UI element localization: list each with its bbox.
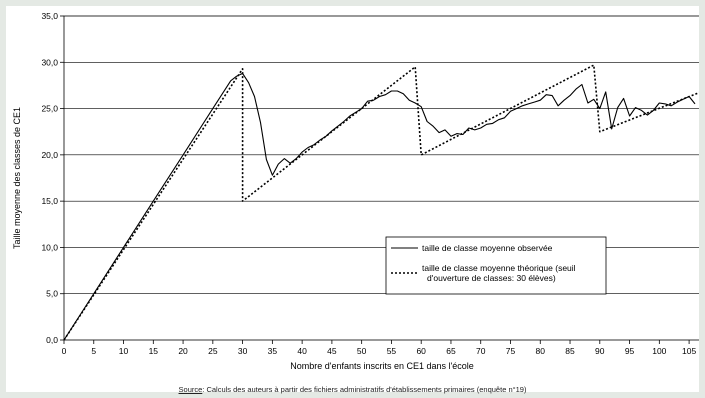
series-layer [63,64,699,341]
legend: taille de classe moyenne observée taille… [385,236,607,295]
y-tick-label: 25,0 [41,104,58,114]
x-tick-label: 55 [387,346,397,356]
x-tick-label: 70 [476,346,486,356]
x-tick-label: 60 [416,346,426,356]
x-tick-label: 20 [178,346,188,356]
y-tick-label: 10,0 [41,242,58,252]
source-text: : Calculs des auteurs à partir des fichi… [202,385,527,394]
series-observed-line [63,72,696,341]
chart-figure: 0 5 10 15 20 25 30 35 40 45 50 55 60 65 70 75 80 85 90 95 10… [6,6,699,392]
x-tick-label: 5 [91,346,96,356]
legend-box [385,236,607,295]
x-tick-label: 65 [446,346,456,356]
source-label: Source [178,385,203,394]
x-tick-label: 30 [238,346,248,356]
legend-entry-theoretical: taille de classe moyenne théorique (seui… [422,263,578,283]
legend-entry-theoretical-line2: d'ouverture de classes: 30 élèves) [427,273,556,283]
x-tick-label: 100 [652,346,666,356]
x-tick-label: 105 [682,346,696,356]
x-tick-label: 85 [565,346,575,356]
x-tick-label: 40 [297,346,307,356]
y-tick-label: 30,0 [41,57,58,67]
y-tick-label: 35,0 [41,11,58,21]
y-tick-label: 20,0 [41,150,58,160]
x-axis-label: Nombre d'enfants inscrits en CE1 dans l'… [290,361,474,371]
x-tick-label: 90 [595,346,605,356]
x-axis-ticks: 0 5 10 15 20 25 30 35 40 45 50 55 60 65 70 75 80 85 90 95 10… [62,340,696,356]
y-tick-label: 15,0 [41,196,58,206]
source-note: Source: Calculs des auteurs à partir des… [0,385,705,394]
legend-entry-observed: taille de classe moyenne observée [422,243,553,253]
legend-entry-theoretical-line1: taille de classe moyenne théorique (seui… [422,263,576,273]
x-tick-label: 25 [208,346,218,356]
line-chart: 0 5 10 15 20 25 30 35 40 45 50 55 60 65 70 75 80 85 90 95 10… [12,11,699,371]
x-tick-label: 45 [327,346,337,356]
x-tick-label: 35 [268,346,278,356]
x-tick-label: 80 [536,346,546,356]
y-tick-label: 0,0 [46,335,58,345]
y-tick-label: 5,0 [46,289,58,299]
x-tick-label: 75 [506,346,516,356]
y-axis-ticks: 0,0 5,0 10,0 15,0 20,0 25,0 30,0 35,0 [41,11,64,345]
x-tick-label: 50 [357,346,367,356]
y-axis-label: Taille moyenne des classes de CE1 [12,107,22,249]
x-tick-label: 0 [62,346,67,356]
grid-lines [64,61,699,295]
x-tick-label: 15 [149,346,159,356]
x-tick-label: 10 [119,346,129,356]
x-tick-label: 95 [625,346,635,356]
